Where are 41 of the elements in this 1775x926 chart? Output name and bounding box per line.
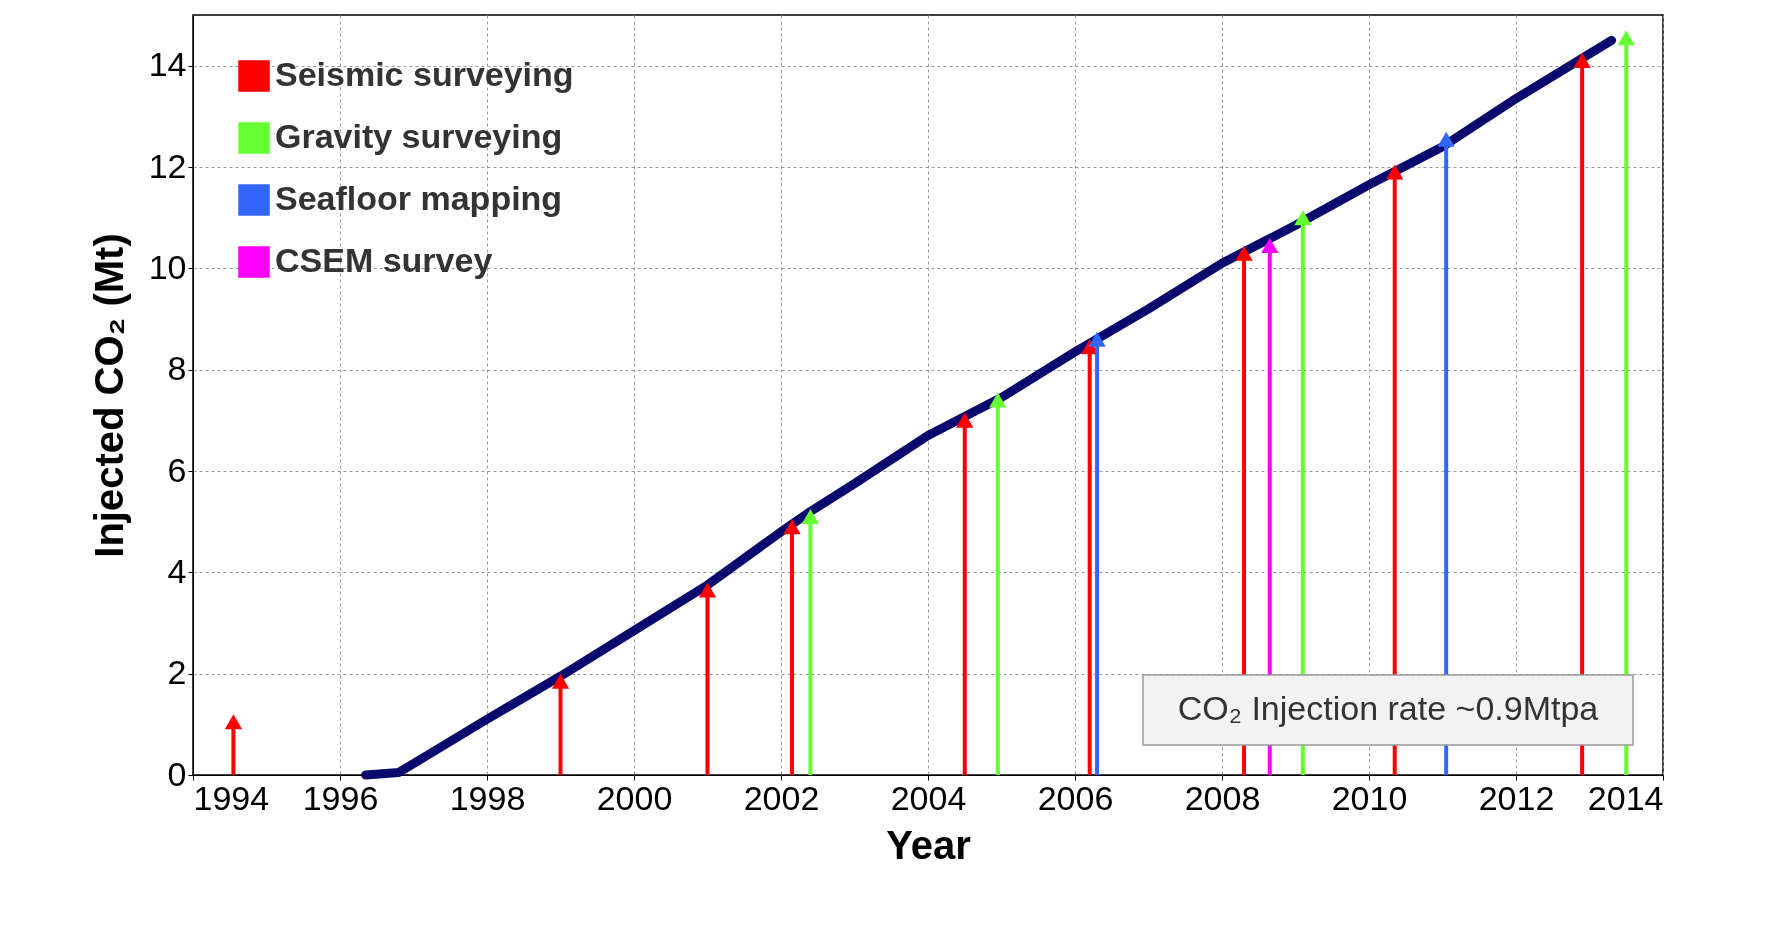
point — [1088, 331, 1106, 347]
x-axis-title: Year — [886, 822, 971, 867]
y-tick-label: 2 — [167, 653, 187, 692]
point — [1617, 30, 1635, 46]
y-tick-label: 12 — [148, 146, 187, 185]
x-tick-label: 1996 — [302, 778, 379, 817]
legend-label: CSEM survey — [275, 241, 493, 279]
annotation: CO₂ Injection rate ~0.9Mtpa — [1177, 689, 1599, 727]
x-tick-label: 2006 — [1037, 778, 1114, 817]
point — [698, 582, 717, 598]
point — [1437, 131, 1455, 147]
x-tick-label: 1994 — [193, 778, 270, 817]
point — [551, 673, 570, 689]
point — [989, 392, 1007, 408]
point — [1573, 53, 1591, 69]
y-tick-label: 8 — [167, 349, 187, 388]
point — [1235, 245, 1253, 261]
legend-label: Gravity surveying — [275, 117, 563, 155]
y-tick-label: 4 — [167, 551, 187, 590]
x-tick-label: 2002 — [743, 778, 820, 817]
x-tick-label: 1998 — [449, 778, 526, 817]
point — [1294, 210, 1312, 226]
y-tick-label: 14 — [148, 45, 187, 84]
legend-label: Seafloor mapping — [275, 179, 563, 217]
x-tick-label: 2010 — [1331, 778, 1408, 817]
point — [783, 519, 801, 535]
point — [1261, 238, 1279, 254]
point — [956, 412, 974, 428]
point — [224, 714, 243, 730]
y-axis-title: Injected CO₂ (Mt) — [86, 233, 131, 558]
point — [801, 509, 820, 525]
y-tick-label: 10 — [148, 247, 187, 286]
y-tick-label: 0 — [167, 754, 187, 793]
x-tick-label: 2004 — [890, 778, 967, 817]
x-tick-label: 2014 — [1587, 778, 1664, 817]
legend-label: Seismic surveying — [275, 55, 574, 93]
x-tick-label: 2012 — [1478, 778, 1555, 817]
y-tick-label: 6 — [167, 450, 187, 489]
point — [1386, 164, 1404, 180]
x-tick-label: 2000 — [596, 778, 673, 817]
x-tick-label: 2008 — [1184, 778, 1261, 817]
